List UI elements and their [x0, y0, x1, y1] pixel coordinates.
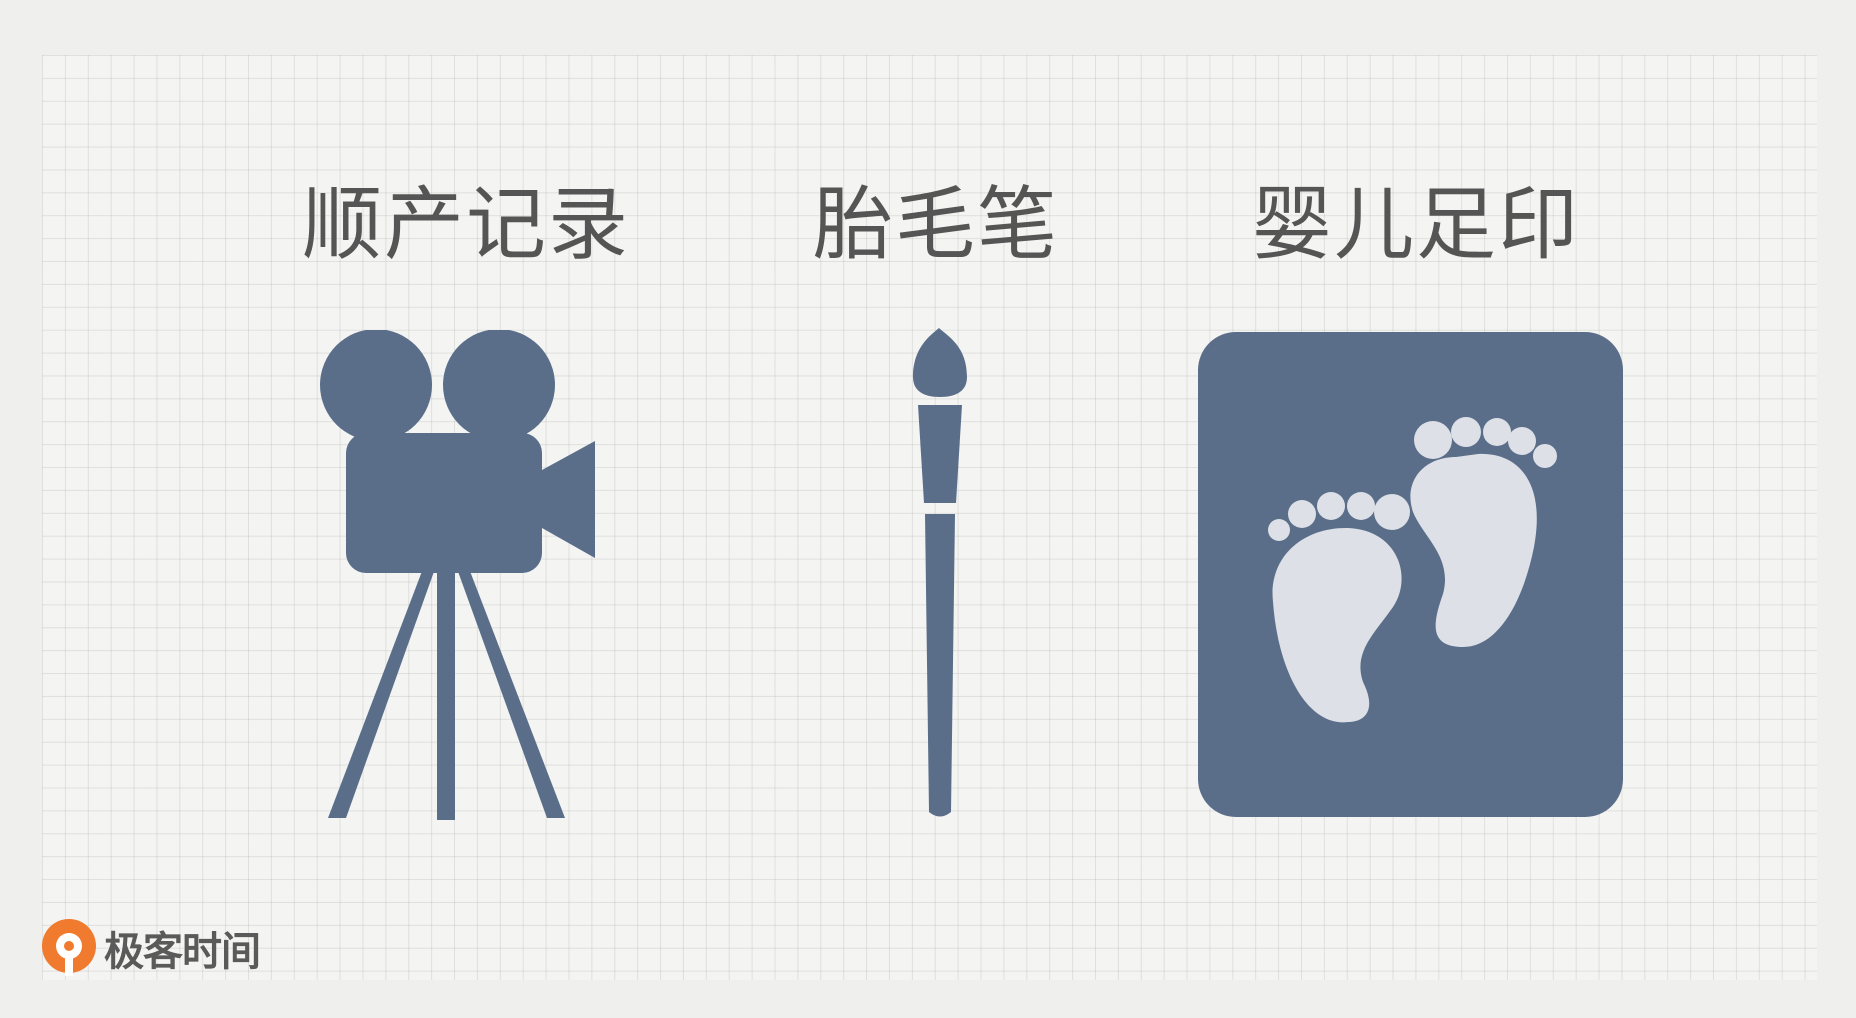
- geektime-logo-icon: [42, 919, 96, 976]
- paintbrush-icon: [913, 328, 967, 817]
- baby-footprints-icon: [1198, 332, 1623, 817]
- brand-logo: 极客时间: [40, 918, 261, 978]
- movie-camera-icon: [320, 330, 595, 820]
- brand-name: 极客时间: [104, 929, 261, 975]
- title-baby-footprint: 婴儿足印: [1252, 178, 1580, 271]
- title-birth-record: 顺产记录: [302, 178, 630, 271]
- title-fetal-hair-brush: 胎毛笔: [813, 178, 1059, 271]
